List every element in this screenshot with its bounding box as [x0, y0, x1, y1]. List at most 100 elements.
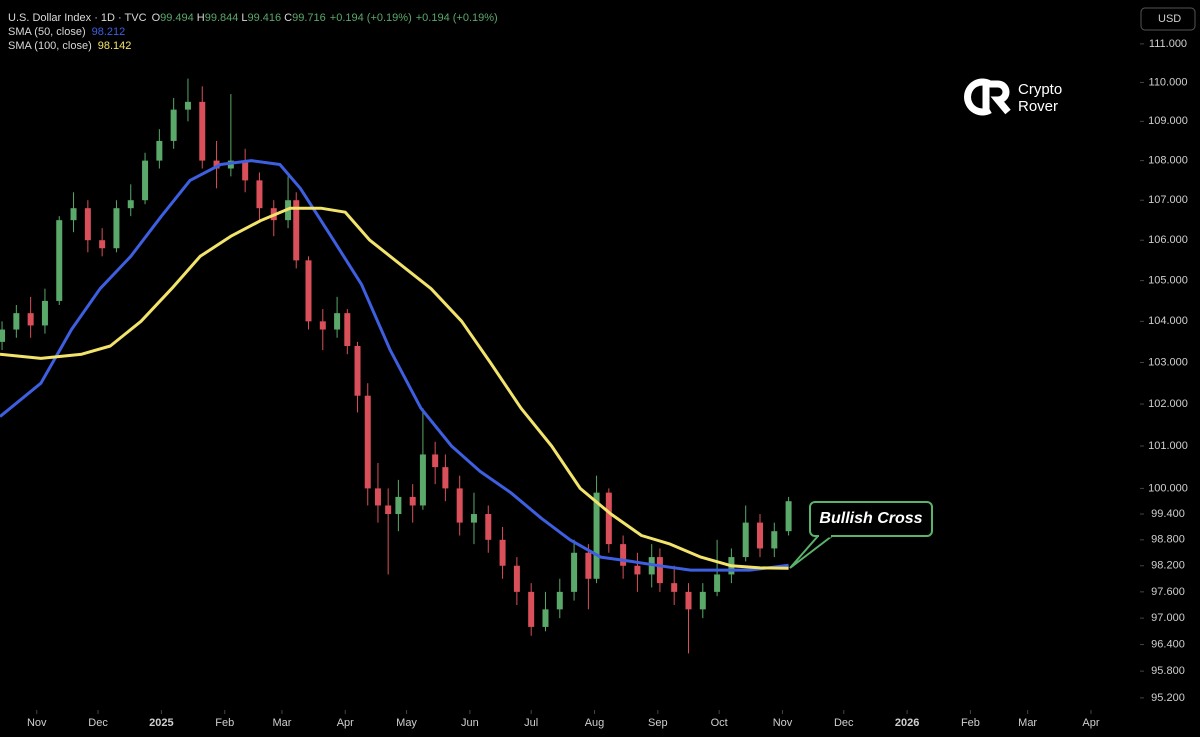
candle-body — [142, 160, 149, 201]
y-tick-label: 109.000 — [1148, 115, 1188, 127]
y-tick-label: 98.800 — [1151, 534, 1185, 546]
candle-body — [593, 492, 600, 579]
candle-body — [785, 501, 792, 532]
candle-body — [671, 583, 678, 592]
ohlc-label: H — [197, 12, 205, 24]
candle-body — [0, 329, 6, 342]
candle-body — [456, 488, 463, 523]
legend-name: SMA (50, close) — [8, 26, 86, 38]
ohlc-value: 99.494 — [160, 12, 194, 24]
candle-body — [127, 200, 134, 209]
y-tick-label: 105.000 — [1148, 274, 1188, 286]
y-tick-label: 96.400 — [1151, 638, 1185, 650]
header-title: U.S. Dollar Index · 1D · TVC — [8, 12, 147, 24]
x-tick-label: Dec — [88, 717, 108, 729]
candle-body — [432, 454, 439, 468]
candle-body — [485, 514, 492, 540]
candle-body — [656, 557, 663, 584]
x-tick-label: Nov — [773, 717, 793, 729]
candle-body — [334, 313, 341, 330]
x-tick-label: Sep — [648, 717, 668, 729]
x-tick-label: Feb — [215, 717, 234, 729]
x-tick-label: 2025 — [149, 717, 173, 729]
change: +0.194 (+0.19%) — [416, 12, 498, 24]
candle-body — [156, 140, 163, 161]
y-tick-label: 104.000 — [1148, 315, 1188, 327]
y-tick-label: 99.400 — [1151, 508, 1185, 520]
candle-body — [13, 313, 20, 330]
candle-body — [620, 544, 627, 566]
candle-body — [419, 454, 426, 506]
candle-body — [113, 208, 120, 249]
legend-value: 98.142 — [98, 40, 132, 52]
logo-text: Rover — [1018, 98, 1058, 115]
candle-body — [170, 109, 177, 141]
legend-value: 98.212 — [92, 26, 126, 38]
legend-entry: SMA (50, close) 98.212 — [8, 26, 125, 38]
candle-body — [27, 313, 34, 326]
candle-body — [344, 313, 351, 346]
annotation-text: Bullish Cross — [819, 510, 922, 527]
candle-body — [513, 565, 520, 592]
x-tick-label: Jul — [524, 717, 538, 729]
candle-body — [184, 101, 191, 110]
y-tick-label: 95.200 — [1151, 692, 1185, 704]
annotation-box — [809, 501, 933, 537]
logo-icon — [982, 80, 1011, 115]
candle-body — [742, 522, 749, 558]
candle-body — [256, 180, 263, 209]
annotation: Bullish Cross — [789, 501, 933, 569]
candle-body — [605, 492, 612, 545]
logo-text: Crypto — [1018, 81, 1062, 98]
candle-body — [470, 514, 477, 523]
candle-body — [293, 200, 300, 261]
ohlc-label: C — [284, 12, 292, 24]
sma-line — [0, 159, 789, 572]
x-tick-label: Jun — [461, 717, 479, 729]
ohlc-label: O — [152, 12, 161, 24]
candle-body — [84, 208, 91, 241]
candle-body — [354, 345, 361, 396]
candle-body — [714, 574, 721, 592]
ohlc-label: L — [241, 12, 247, 24]
candle-body — [571, 552, 578, 592]
annotation-pointer — [789, 535, 833, 569]
y-tick-label: 97.000 — [1151, 612, 1185, 624]
candle-body — [305, 260, 312, 322]
currency: USD — [1158, 13, 1181, 25]
ohlc-value: 99.416 — [248, 12, 282, 24]
candle-body — [385, 505, 392, 515]
candle-body — [319, 321, 326, 330]
candle-body — [556, 591, 563, 610]
legend-name: SMA (100, close) — [8, 40, 92, 52]
ohlc-value: 99.716 — [292, 12, 326, 24]
candle-body — [699, 591, 706, 610]
x-tick-label: Mar — [272, 717, 291, 729]
candle-body — [499, 539, 506, 566]
ohlc-value: 99.844 — [205, 12, 239, 24]
y-tick-label: 102.000 — [1148, 398, 1188, 410]
y-tick-label: 107.000 — [1148, 194, 1188, 206]
y-tick-label: 100.000 — [1148, 482, 1188, 494]
change: +0.194 (+0.19%) — [330, 12, 412, 24]
candle-body — [364, 395, 371, 489]
candle-body — [685, 591, 692, 610]
candle-body — [374, 488, 381, 506]
x-tick-label: Dec — [834, 717, 854, 729]
legend-entry: SMA (100, close) 98.142 — [8, 40, 131, 52]
y-tick-label: 111.000 — [1149, 38, 1187, 50]
y-tick-label: 98.200 — [1151, 560, 1185, 572]
logo: Crypto Rover — [964, 78, 1062, 116]
candle-body — [634, 565, 641, 575]
header: U.S. Dollar Index · 1D · TVC O99.494 H99.8… — [8, 12, 498, 24]
x-tick-label: Feb — [961, 717, 980, 729]
header-line: U.S. Dollar Index · 1D · TVC O99.494 H99.8… — [8, 12, 498, 24]
y-tick-label: 97.600 — [1151, 586, 1185, 598]
y-tick-label: 108.000 — [1148, 155, 1188, 167]
sma-line — [0, 206, 789, 570]
y-tick-label: 103.000 — [1148, 356, 1188, 368]
candle-body — [771, 531, 778, 549]
y-tick-label: 95.800 — [1151, 665, 1185, 677]
